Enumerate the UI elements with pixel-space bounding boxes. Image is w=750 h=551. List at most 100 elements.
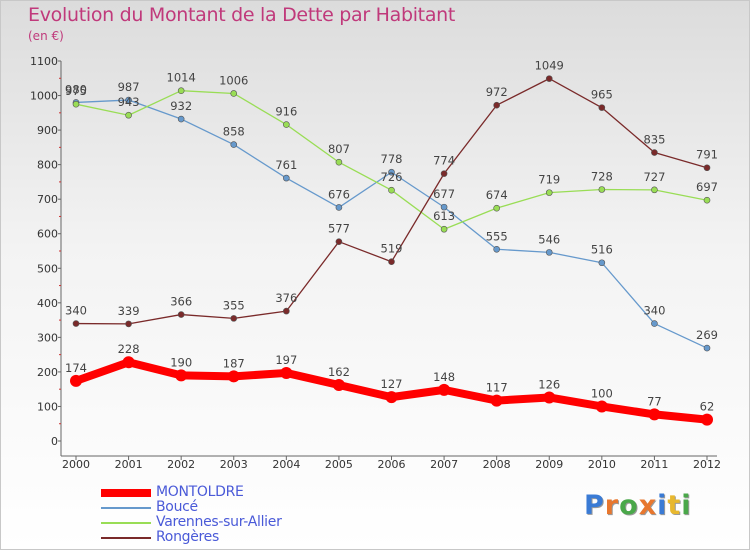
data-label: 932 [170,99,192,113]
data-point [72,320,80,327]
y-tick-label: 700 [37,193,58,206]
data-label: 148 [433,370,455,384]
data-label: 1006 [219,73,248,87]
data-label: 197 [275,353,297,367]
x-tick-label: 2004 [272,458,300,471]
y-tick-label: 200 [37,366,58,379]
data-label: 77 [647,394,662,408]
data-point [227,370,240,383]
data-label: 916 [275,105,297,119]
x-tick-label: 2002 [167,458,195,471]
x-tick-label: 2008 [483,458,511,471]
data-point [177,87,185,95]
legend: MONTOLDRE Boucé Varennes-sur-Allier Rongère… [101,485,361,545]
data-point [651,320,658,327]
data-label: 340 [65,304,87,318]
y-tick-label: 500 [37,262,58,275]
x-tick-label: 2000 [62,458,90,471]
y-tick-label: 800 [37,159,58,172]
data-point [440,170,448,177]
data-point [438,383,451,396]
data-label: 355 [223,298,245,312]
data-point [543,391,556,404]
y-tick-label: 900 [37,124,58,137]
data-label: 975 [65,84,87,98]
chart-title: Evolution du Montant de la Dette par Hab… [28,4,456,26]
data-label: 726 [381,170,403,184]
data-label: 117 [486,381,508,395]
data-label: 376 [275,291,297,305]
series-line-Boucé [75,99,708,349]
data-point [332,379,345,392]
data-point [595,400,608,413]
data-point [283,121,290,128]
legend-label: Varennes-sur-Allier [156,514,282,530]
data-label: 697 [696,180,718,194]
data-label: 677 [433,187,455,201]
data-point [440,203,448,211]
data-point [388,258,395,266]
legend-item: Boucé [101,500,361,515]
data-point [651,149,658,156]
data-label: 943 [118,95,140,109]
data-label: 778 [381,152,403,166]
x-tick-label: 2005 [325,458,353,471]
y-tick-label: 1100 [30,55,58,68]
legend-item: Varennes-sur-Allier [101,515,361,530]
data-point [280,366,293,379]
data-label: 858 [223,125,245,139]
data-label: 965 [591,88,613,102]
data-point [283,307,290,315]
data-point [598,186,606,193]
x-tick-label: 2009 [535,458,563,471]
data-label: 728 [591,170,613,184]
data-point [703,164,711,172]
y-tick-label: 600 [37,228,58,241]
data-label: 1049 [535,59,564,73]
data-point [648,408,661,421]
data-point [493,204,500,212]
data-label: 674 [486,188,508,202]
legend-label: MONTOLDRE [156,484,244,500]
y-tick-label: 100 [37,400,58,413]
data-label: 516 [591,243,613,257]
data-label: 577 [328,222,350,236]
data-label: 339 [118,304,140,318]
data-label: 340 [643,304,665,318]
data-label: 174 [65,361,87,375]
data-label: 126 [538,377,560,391]
data-label: 269 [696,328,718,342]
x-tick-label: 2001 [115,458,143,471]
x-tick-label: 2003 [220,458,248,471]
legend-swatch [101,489,151,497]
data-point [545,249,553,256]
y-tick-label: 400 [37,297,58,310]
data-point [545,75,553,82]
data-label: 62 [700,400,715,414]
x-tick-label: 2010 [588,458,616,471]
y-tick-label: 1000 [30,90,58,103]
data-point [335,158,343,166]
data-label: 719 [538,173,560,187]
data-label: 761 [275,158,297,172]
legend-label: Boucé [156,499,198,515]
y-tick-label: 300 [37,331,58,344]
data-point [335,238,343,245]
data-label: 727 [643,170,665,184]
data-label: 127 [381,377,403,391]
data-point [72,100,80,108]
data-label: 676 [328,187,350,201]
data-point [125,96,132,104]
data-label: 835 [643,133,665,147]
data-label: 613 [433,209,455,223]
data-point [703,344,711,352]
data-label: 791 [696,148,718,162]
x-tick-label: 2006 [378,458,406,471]
data-point [230,315,238,322]
data-point [490,394,503,407]
data-label: 1014 [167,71,196,85]
data-point [177,311,185,318]
legend-swatch [101,507,151,509]
x-tick-label: 2011 [640,458,668,471]
